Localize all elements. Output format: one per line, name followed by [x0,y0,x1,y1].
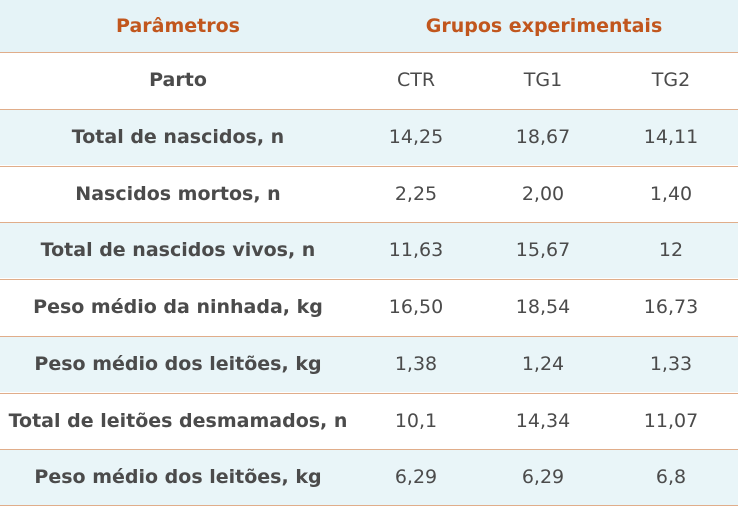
table-row: Peso médio dos leitões, kg 1,38 1,24 1,33 [0,335,738,392]
cell-value: 10,1 [394,409,438,432]
cell-value: 2,25 [394,182,438,205]
row-label: Total de leitões desmamados, n [8,409,348,432]
cell-value: 12 [658,239,684,262]
column-label: CTR [396,69,436,91]
cell-value: 18,67 [515,125,571,148]
cell-value: 1,40 [649,182,693,205]
table-row: Peso médio da ninhada, kg 16,50 18,54 16,73 [0,279,738,335]
table-row: Total de leitões desmamados, n 10,1 14,34 1… [0,392,738,449]
cell-value: 1,33 [649,352,693,375]
cell-value: 14,34 [515,409,571,432]
row-label: Total de nascidos, n [71,125,285,148]
cell-value: 6,29 [394,466,438,489]
cell-value: 15,67 [515,239,571,262]
table-row: Total de nascidos, n 14,25 18,67 14,11 [0,108,738,165]
table-row: Nascidos mortos, n 2,25 2,00 1,40 [0,165,738,222]
column-label: TG1 [523,69,563,91]
cell-value: 6,8 [655,466,687,489]
row-label: Parto [149,69,207,91]
table-row: Total de nascidos vivos, n 11,63 15,67 12 [0,222,738,279]
table-bottom-line [0,505,738,506]
cell-value: 1,38 [394,352,438,375]
row-label: Total de nascidos vivos, n [40,239,316,262]
cell-value: 6,29 [521,466,565,489]
column-label: TG2 [651,69,691,91]
cell-value: 11,07 [643,409,699,432]
row-label: Peso médio dos leitões, kg [34,352,322,375]
cell-value: 2,00 [521,182,565,205]
header-parameters: Parâmetros [116,15,240,37]
cell-value: 1,24 [521,352,565,375]
row-label: Nascidos mortos, n [75,182,281,205]
header-groups: Grupos experimentais [425,15,663,37]
cell-value: 11,63 [388,239,444,262]
row-label: Peso médio da ninhada, kg [33,296,323,318]
cell-value: 14,11 [643,125,699,148]
cell-value: 16,73 [643,296,699,318]
cell-value: 14,25 [388,125,444,148]
cell-value: 16,50 [388,296,444,318]
column-header-row: Parto CTR TG1 TG2 [0,52,738,108]
table-row: Peso médio dos leitões, kg 6,29 6,29 6,8 [0,449,738,506]
row-label: Peso médio dos leitões, kg [34,466,322,489]
cell-value: 18,54 [515,296,571,318]
table-header: Parâmetros Grupos experimentais [0,0,738,52]
